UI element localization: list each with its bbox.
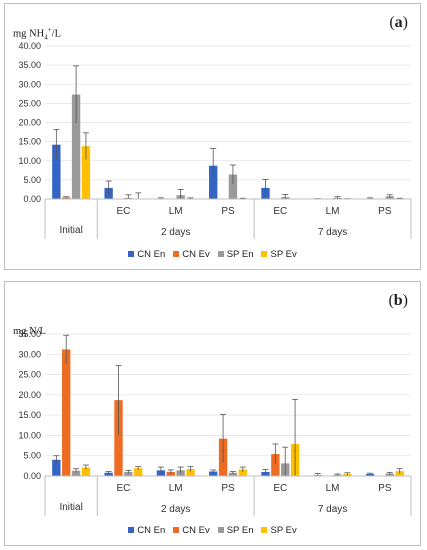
legend-swatch: [261, 527, 268, 534]
x-category-label: PS: [221, 483, 235, 494]
x-group-label: Initial: [59, 502, 82, 513]
x-group-label: 2 days: [161, 504, 190, 515]
y-tick-label: 35.00: [18, 60, 41, 70]
legend-label: SP En: [226, 249, 254, 260]
x-category-label: EC: [273, 483, 287, 494]
y-tick-label: 15.00: [18, 410, 41, 420]
legend-swatch: [261, 251, 268, 258]
panel-label-b: (b): [388, 292, 408, 309]
y-tick-label: 25.00: [18, 370, 41, 380]
y-tick-label: 5.00: [23, 175, 41, 185]
legend-swatch: [217, 527, 224, 534]
y-tick-label: 35.00: [18, 329, 41, 339]
x-category-label: PS: [378, 206, 392, 217]
legend-swatch: [128, 527, 135, 534]
legend-swatch: [173, 527, 180, 534]
legend-item: SP Ev: [261, 249, 297, 260]
bar: [238, 469, 247, 476]
y-tick-label: 10.00: [18, 430, 41, 440]
bar: [385, 473, 394, 476]
bar: [81, 146, 91, 199]
x-group-label: 7 days: [318, 227, 347, 238]
y-tick-label: 0.00: [23, 194, 41, 204]
bar-chart-a: 0.00 5.00 10.00 15.00 20.00 25.00 30.00 35.00 40…: [18, 41, 412, 239]
legend-item: SP En: [217, 249, 254, 260]
legend-swatch: [173, 251, 180, 258]
legend-item: CN En: [128, 525, 165, 536]
bar: [209, 471, 218, 476]
legend-label: CN Ev: [182, 249, 210, 260]
legend-item: SP En: [217, 525, 254, 536]
bar: [62, 349, 71, 476]
y-tick-label: 0.00: [23, 471, 41, 481]
panel-label-a: (a): [389, 14, 408, 31]
x-category-label: EC: [116, 206, 130, 217]
bar: [365, 473, 375, 476]
y-axis-label-a: mg NH4+/L: [13, 26, 62, 42]
bar: [271, 454, 280, 476]
legend-a: CN En CN Ev SP En SP Ev: [5, 249, 420, 260]
y-axis-label-b: mg N/L: [13, 326, 46, 337]
bar: [228, 174, 238, 199]
bar: [114, 400, 123, 476]
legend-label: CN En: [137, 249, 166, 260]
legend-swatch: [128, 251, 135, 258]
x-category-label: LM: [169, 483, 183, 494]
y-tick-label: 30.00: [18, 79, 41, 89]
x-category-label: PS: [378, 483, 392, 494]
bar-chart-b: 0.00 5.00 10.00 15.00 20.00 25.00 30.00 35.00 EC…: [18, 329, 412, 516]
bar: [124, 471, 133, 476]
x-category-label: EC: [116, 483, 130, 494]
legend-item: CN En: [128, 249, 165, 260]
legend-label: CN Ev: [182, 525, 210, 536]
y-tick-label: 20.00: [18, 118, 41, 128]
y-tick-label: 20.00: [18, 390, 41, 400]
y-tick-label: 15.00: [18, 137, 41, 147]
bar: [186, 469, 195, 476]
bar: [71, 94, 81, 199]
legend-swatch: [217, 251, 224, 258]
x-category-label: PS: [221, 206, 235, 217]
bar: [228, 472, 238, 476]
legend-item: CN Ev: [173, 525, 210, 536]
legend-label: SP Ev: [270, 525, 297, 536]
y-tick-label: 40.00: [18, 41, 41, 51]
y-tick-label: 25.00: [18, 98, 41, 108]
y-tick-label: 10.00: [18, 156, 41, 166]
bar: [104, 472, 113, 476]
chart-panel-a: (a) mg NH4+/L 0.00 5.00 10.00 15.00 20.00 25.…: [4, 3, 421, 270]
x-category-label: EC: [273, 206, 287, 217]
x-category-label: LM: [326, 483, 340, 494]
bar: [71, 470, 81, 476]
bar: [52, 459, 61, 476]
legend-b: CN En CN Ev SP En SP Ev: [5, 525, 420, 536]
x-category-label: LM: [169, 206, 183, 217]
legend-label: SP En: [226, 525, 254, 536]
x-group-label: Initial: [59, 225, 82, 236]
x-group-label: 7 days: [318, 504, 347, 515]
bar: [81, 467, 91, 476]
legend-item: CN Ev: [173, 249, 210, 260]
y-tick-label: 30.00: [18, 349, 41, 359]
bar: [134, 468, 143, 476]
legend-label: CN En: [137, 525, 166, 536]
y-tick-label: 5.00: [23, 451, 41, 461]
legend-label: SP Ev: [270, 249, 297, 260]
bar: [52, 144, 61, 199]
legend-item: SP Ev: [261, 525, 297, 536]
x-group-label: 2 days: [161, 227, 190, 238]
x-category-label: LM: [326, 206, 340, 217]
chart-panel-b: (b) mg N/L 0.00 5.00 10.00 15.00 20.00 25.00 3…: [4, 281, 421, 546]
